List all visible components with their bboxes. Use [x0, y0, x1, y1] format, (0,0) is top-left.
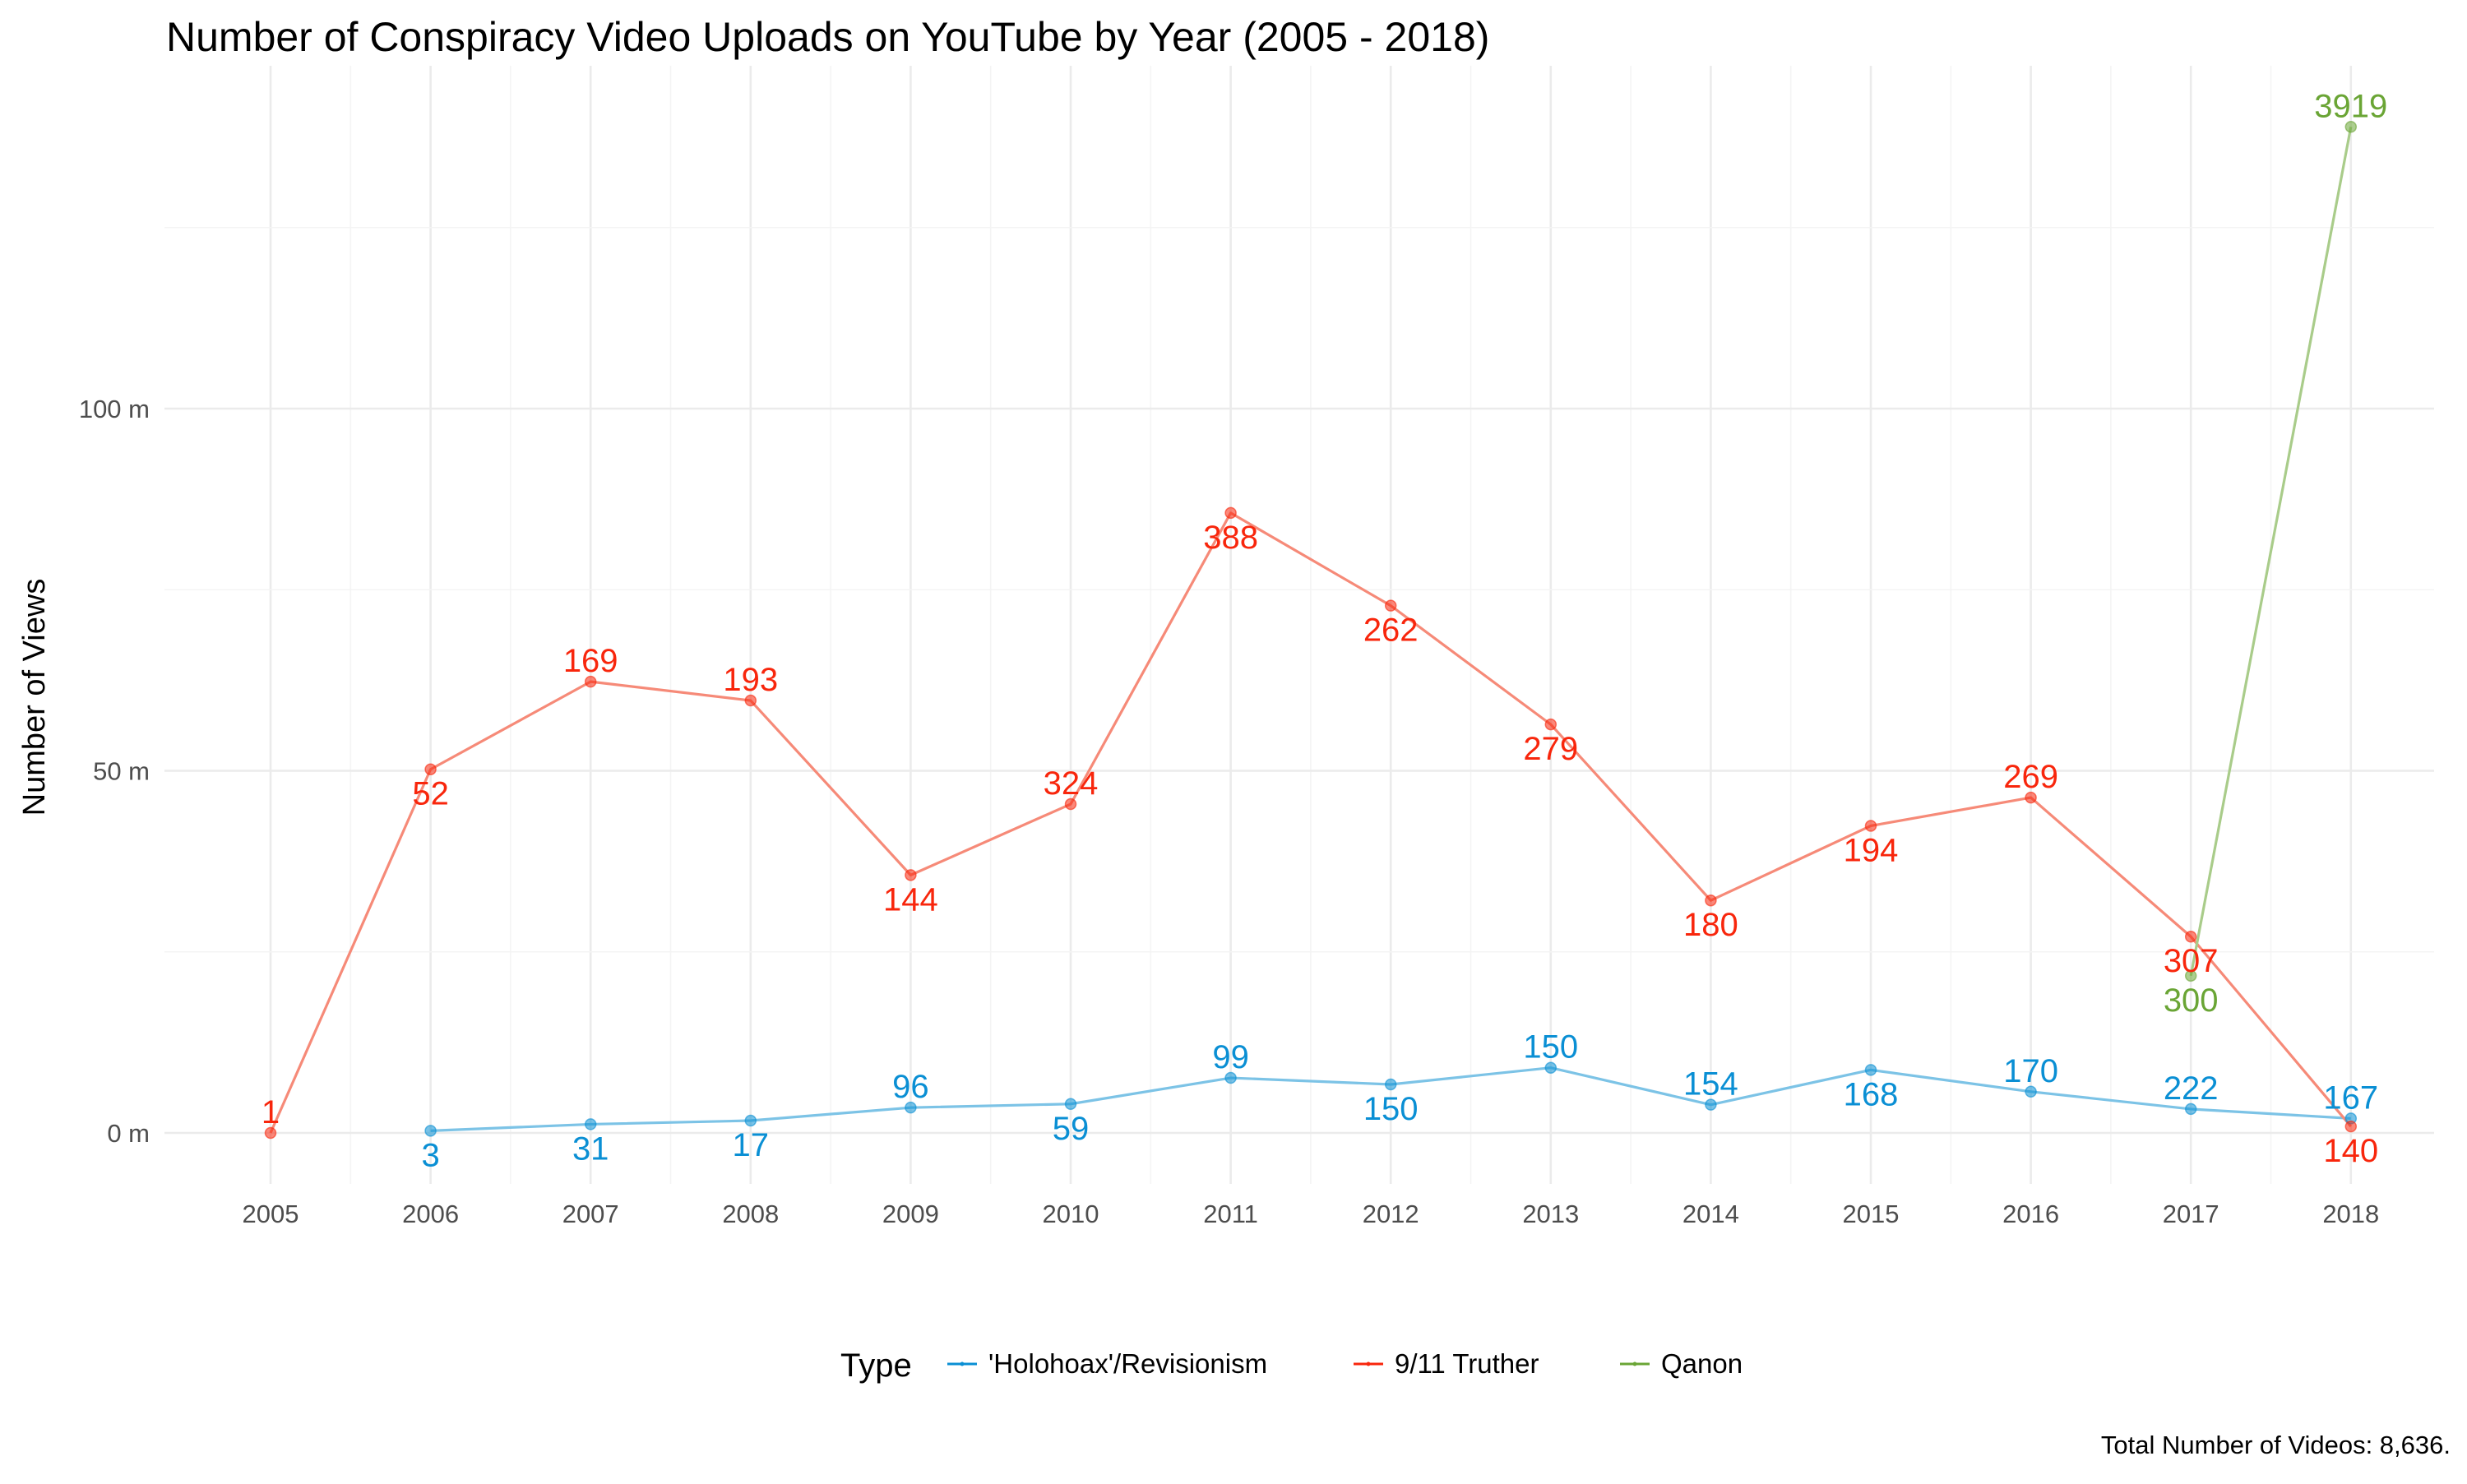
data-point	[1544, 718, 1557, 731]
x-tick-label: 2005	[243, 1200, 299, 1228]
data-point	[2184, 930, 2197, 943]
legend-label: 9/11 Truther	[1395, 1348, 1539, 1379]
legend: 'Holohoax'/Revisionism 9/11 Truther Qanon	[947, 1348, 1743, 1379]
legend-key-point	[1632, 1361, 1637, 1366]
data-label: 52	[412, 776, 449, 812]
data-point	[584, 675, 597, 688]
data-label: 307	[2164, 943, 2219, 979]
data-label: 150	[1523, 1029, 1578, 1066]
data-point	[1864, 820, 1877, 832]
y-axis-title: Number of Views	[17, 579, 52, 816]
legend-key-point	[960, 1361, 965, 1366]
data-point	[1224, 506, 1237, 520]
data-point	[905, 869, 917, 881]
data-point	[1544, 1061, 1557, 1074]
data-point	[2025, 1085, 2037, 1098]
data-label: 31	[572, 1130, 609, 1167]
data-label: 3	[421, 1137, 439, 1173]
data-point	[744, 694, 757, 707]
data-label-layer: 3 31 17 96 59 99 150 150 154 168 170 222 167 1 52 169 19…	[262, 88, 2387, 1173]
data-label: 193	[723, 662, 778, 698]
caption: Total Number of Videos: 8,636.	[2101, 1431, 2451, 1459]
data-label: 324	[1044, 765, 1099, 802]
data-point	[2344, 121, 2358, 133]
data-label: 59	[1053, 1111, 1090, 1147]
data-point	[1064, 1098, 1077, 1111]
data-point	[424, 1125, 437, 1137]
x-tick-label: 2006	[402, 1200, 459, 1228]
data-point	[264, 1126, 277, 1140]
x-tick-label: 2008	[722, 1200, 779, 1228]
x-tick-label: 2012	[1363, 1200, 1419, 1228]
data-label: 154	[1683, 1066, 1738, 1103]
data-label: 194	[1844, 832, 1899, 868]
data-label: 279	[1523, 731, 1578, 767]
data-point	[1864, 1064, 1877, 1076]
legend-label: Qanon	[1661, 1348, 1743, 1379]
legend-title: Type	[840, 1348, 912, 1384]
x-tick-label: 2013	[1522, 1200, 1579, 1228]
data-point	[2184, 969, 2197, 982]
axis-layer: 0 m 50 m 100 m 2005 2006 2007 2008 2009 2010 2011…	[79, 395, 2379, 1228]
series-line	[269, 511, 2353, 1134]
y-tick-label: 0 m	[107, 1119, 150, 1148]
x-tick-label: 2011	[1203, 1200, 1258, 1228]
data-label: 300	[2164, 982, 2219, 1019]
data-point	[905, 1101, 917, 1114]
grid-layer	[164, 66, 2434, 1184]
chart-title: Number of Conspiracy Video Uploads on Yo…	[166, 14, 1489, 60]
data-label: 1	[262, 1094, 280, 1130]
data-label: 99	[1212, 1039, 1249, 1075]
data-point	[2344, 1120, 2358, 1133]
data-label: 3919	[2314, 88, 2387, 124]
data-point	[1705, 894, 1717, 907]
legend-key-point	[1366, 1361, 1371, 1366]
x-tick-label: 2010	[1043, 1200, 1099, 1228]
data-point	[1384, 599, 1397, 612]
data-label: 170	[2003, 1053, 2058, 1089]
data-label: 269	[2003, 759, 2058, 795]
legend-label: 'Holohoax'/Revisionism	[988, 1348, 1267, 1379]
y-tick-label: 50 m	[93, 757, 150, 786]
data-label: 17	[733, 1127, 770, 1163]
data-point	[1224, 1071, 1237, 1084]
data-point	[744, 1114, 757, 1127]
data-label: 144	[883, 881, 938, 918]
data-label: 222	[2164, 1070, 2219, 1107]
data-label: 180	[1683, 907, 1738, 943]
x-tick-label: 2017	[2163, 1200, 2219, 1228]
y-tick-label: 100 m	[79, 395, 150, 423]
data-point	[2025, 791, 2037, 804]
data-label: 167	[2323, 1079, 2378, 1116]
x-tick-label: 2009	[882, 1200, 939, 1228]
data-label: 168	[1844, 1076, 1899, 1112]
data-label: 388	[1203, 520, 1258, 556]
data-point	[424, 763, 437, 775]
series-layer	[264, 121, 2358, 1140]
data-point	[1705, 1098, 1717, 1111]
data-label: 262	[1363, 613, 1419, 649]
x-tick-label: 2018	[2322, 1200, 2379, 1228]
data-point	[2184, 1103, 2197, 1116]
series-line	[2189, 126, 2353, 977]
data-label: 140	[2323, 1133, 2378, 1169]
data-label: 169	[563, 643, 618, 679]
data-point	[1384, 1078, 1397, 1091]
x-tick-label: 2016	[2002, 1200, 2059, 1228]
x-tick-label: 2007	[562, 1200, 619, 1228]
data-label: 150	[1363, 1091, 1419, 1127]
data-point	[1064, 797, 1077, 811]
data-label: 96	[892, 1069, 929, 1105]
x-tick-label: 2015	[1843, 1200, 1900, 1228]
x-tick-label: 2014	[1682, 1200, 1739, 1228]
data-point	[584, 1118, 597, 1130]
